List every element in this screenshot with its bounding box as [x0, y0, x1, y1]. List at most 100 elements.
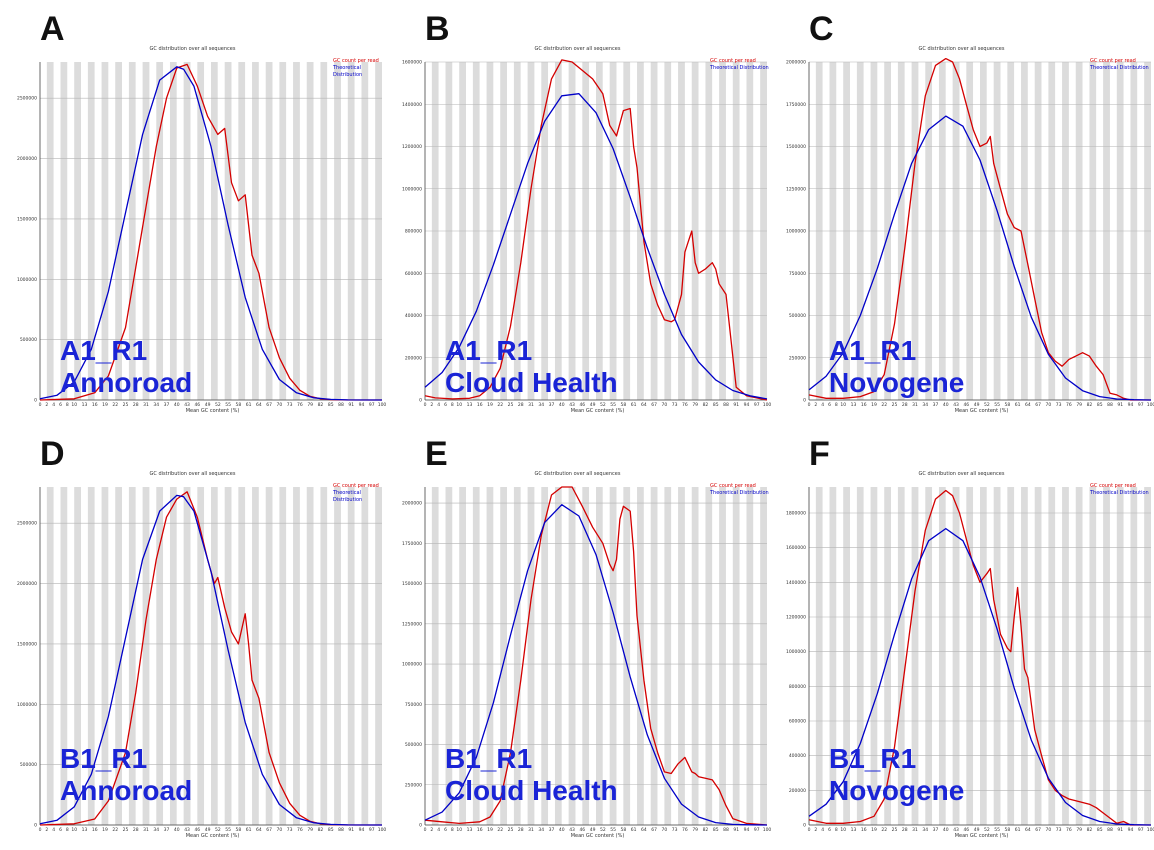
x-tick-label: 28: [133, 402, 139, 408]
x-tick-label: 19: [487, 402, 493, 408]
x-tick-label: 25: [892, 827, 898, 833]
x-tick-label: 16: [92, 402, 98, 408]
x-tick-label: 2: [814, 402, 817, 408]
panel-b: 0 200000 400000 600000 800000 1000000 1200000 1…: [385, 0, 771, 425]
stripe: [500, 487, 508, 825]
legend: GC count per read Theoretical Distributio…: [333, 58, 385, 79]
x-tick-label: 55: [225, 827, 231, 833]
legend-gc-count: GC count per read: [1090, 483, 1136, 489]
stripe: [863, 487, 871, 825]
stripe: [1055, 487, 1063, 825]
stripe: [877, 487, 885, 825]
stripe: [163, 487, 170, 825]
x-tick-label: 94: [1128, 402, 1134, 408]
x-tick-label: 76: [682, 827, 688, 833]
stripe: [204, 62, 211, 400]
y-tick-label: 250000: [405, 782, 422, 788]
x-tick-label: 13: [851, 827, 857, 833]
y-tick-label: 1400000: [402, 102, 422, 108]
stripe: [431, 487, 439, 825]
stripe: [101, 62, 109, 400]
chart-title: GC distribution over all sequences: [918, 471, 1005, 477]
x-tick-label: 28: [902, 402, 908, 408]
y-tick-label: 2000000: [17, 156, 37, 162]
x-tick-label: 55: [994, 827, 1000, 833]
stripe: [238, 487, 246, 825]
stripe: [952, 487, 960, 825]
stripe: [1103, 487, 1110, 825]
theoretical-line: [39, 66, 383, 401]
stripe: [40, 487, 47, 825]
x-tick-label: 8: [451, 827, 454, 833]
stripe: [1041, 487, 1049, 825]
x-tick-label: 70: [1046, 827, 1052, 833]
x-tick-label: 64: [641, 827, 647, 833]
stripe: [108, 62, 116, 400]
sample-label: B1_R1 Novogene: [829, 743, 964, 807]
x-tick-label: 43: [953, 402, 959, 408]
x-tick-label: 58: [235, 402, 241, 408]
x-tick-label: 91: [733, 402, 739, 408]
x-tick-label: 64: [256, 827, 262, 833]
stripe: [279, 62, 287, 400]
stripe: [897, 487, 905, 825]
x-tick-label: 28: [518, 827, 524, 833]
stripe: [142, 62, 150, 400]
y-tick-label: 1500000: [402, 581, 422, 587]
x-tick-label: 76: [1066, 402, 1072, 408]
stripe: [650, 487, 658, 825]
panel-f: 0 200000 400000 600000 800000 1000000 1200000 1…: [769, 425, 1154, 850]
x-tick-label: 100: [378, 827, 387, 833]
x-tick-label: 91: [1117, 827, 1123, 833]
stripe: [211, 487, 218, 825]
y-tick-label: 1000000: [786, 229, 806, 235]
stripe: [46, 62, 54, 400]
x-tick-label: 85: [713, 402, 719, 408]
stripe: [616, 487, 624, 825]
y-tick-label: 500000: [789, 313, 806, 319]
x-tick-label: 76: [1066, 827, 1072, 833]
x-tick-label: 100: [763, 827, 772, 833]
y-tick-label: 0: [803, 823, 806, 829]
x-tick-label: 40: [559, 827, 565, 833]
x-tick-label: 16: [92, 827, 98, 833]
x-tick-label: 34: [922, 402, 928, 408]
x-tick-label: 49: [205, 827, 211, 833]
x-tick-label: 0: [39, 402, 42, 408]
stripe: [1000, 487, 1008, 825]
stripe: [891, 487, 898, 825]
x-tick-label: 58: [620, 827, 626, 833]
theoretical-line: [424, 504, 768, 826]
x-tick-label: 2: [45, 827, 48, 833]
stripe: [1089, 487, 1097, 825]
stripe: [596, 487, 603, 825]
stripe: [938, 487, 946, 825]
y-tick-label: 1500000: [786, 144, 806, 150]
gc-count-line: [424, 486, 768, 826]
panel-letter: A: [40, 10, 65, 48]
x-tick-label: 76: [297, 827, 303, 833]
x-tick-label: 40: [174, 402, 180, 408]
stripe: [245, 62, 253, 400]
x-tick-label: 4: [821, 827, 824, 833]
x-tick-label: 34: [538, 402, 544, 408]
legend-theoretical: Theoretical Distribution: [710, 65, 769, 71]
stripe: [986, 487, 994, 825]
x-axis-label: Mean GC content (%): [185, 833, 240, 839]
y-tick-label: 1500000: [17, 641, 37, 647]
x-tick-label: 82: [703, 402, 709, 408]
stripe: [664, 487, 672, 825]
stripe: [115, 487, 123, 825]
legend-gc-count: GC count per read: [710, 483, 756, 489]
x-tick-label: 31: [528, 827, 534, 833]
y-tick-label: 800000: [789, 684, 806, 690]
x-tick-label: 61: [1015, 402, 1021, 408]
stripe: [299, 487, 307, 825]
y-tick-label: 0: [803, 398, 806, 404]
theoretical-line: [424, 93, 768, 400]
stripe: [712, 487, 720, 825]
x-tick-label: 37: [164, 402, 170, 408]
x-tick-label: 97: [1138, 827, 1144, 833]
x-tick-label: 43: [569, 402, 575, 408]
